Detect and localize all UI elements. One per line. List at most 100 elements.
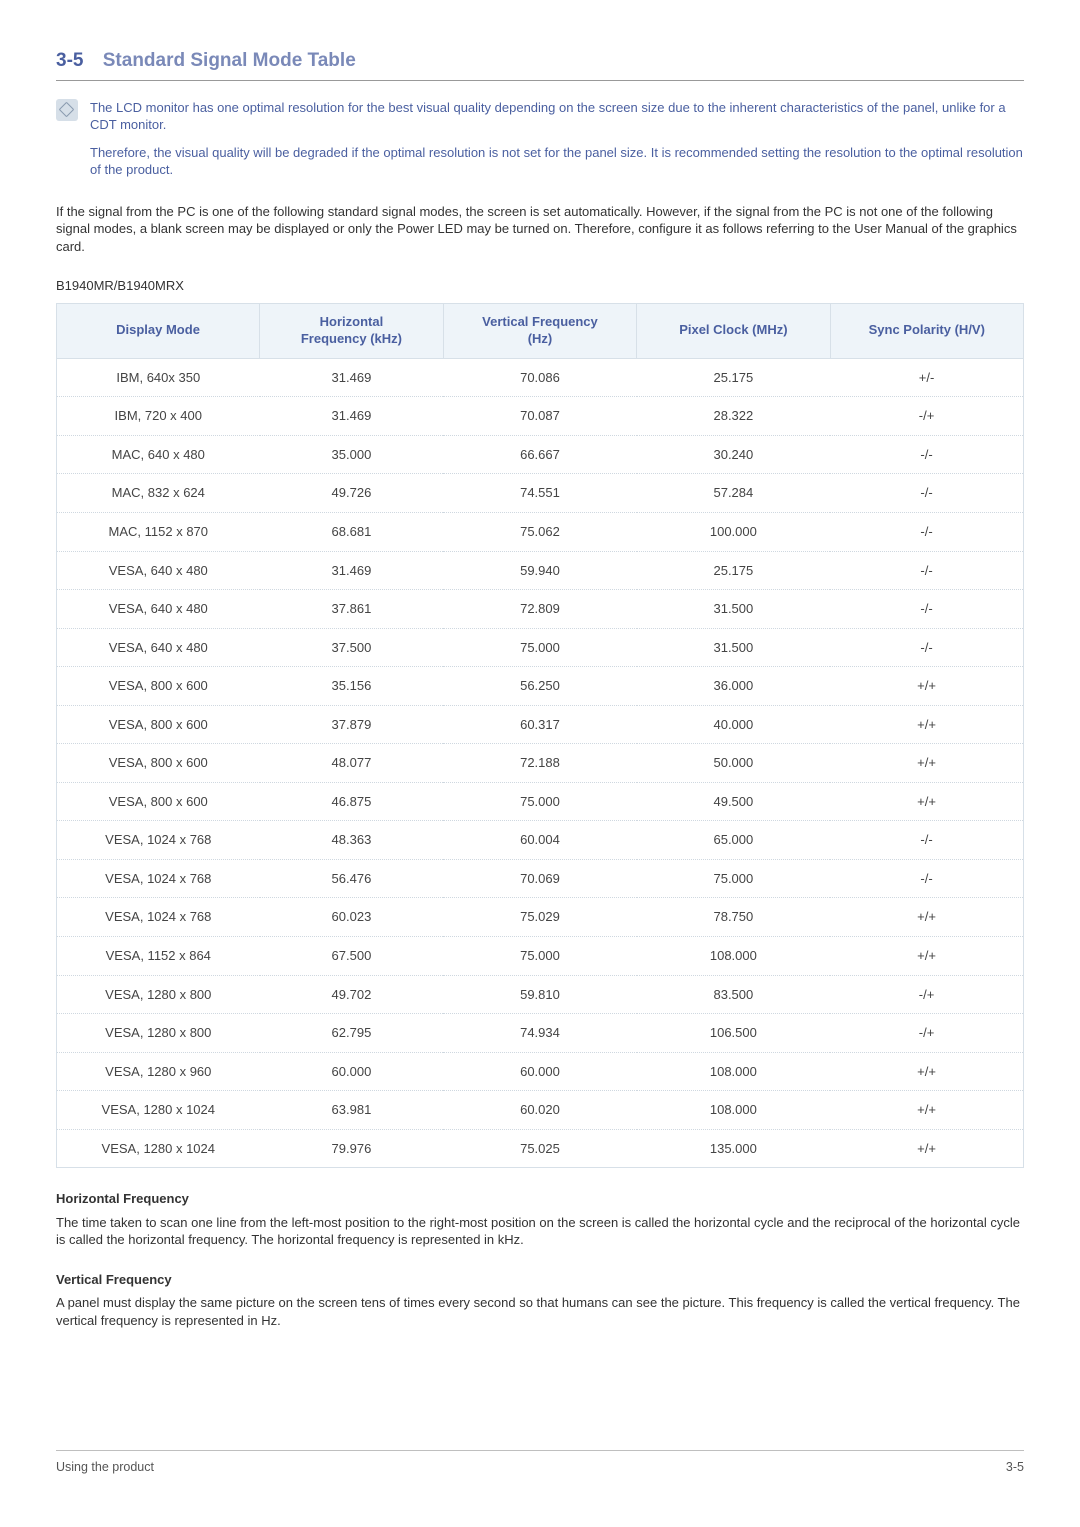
- table-row: MAC, 640 x 48035.00066.66730.240-/-: [57, 435, 1024, 474]
- cell-vfreq: 70.086: [443, 358, 636, 397]
- vfreq-body: A panel must display the same picture on…: [56, 1294, 1024, 1329]
- cell-display-mode: VESA, 1280 x 960: [57, 1052, 260, 1091]
- cell-hfreq: 67.500: [260, 937, 444, 976]
- table-header-row: Display Mode Horizontal Frequency (kHz) …: [57, 304, 1024, 359]
- cell-pixel-clock: 108.000: [637, 1091, 830, 1130]
- cell-sync: -/+: [830, 1014, 1023, 1053]
- cell-sync: +/+: [830, 898, 1023, 937]
- col-vertical-freq: Vertical Frequency (Hz): [443, 304, 636, 359]
- table-row: VESA, 1152 x 86467.50075.000108.000+/+: [57, 937, 1024, 976]
- cell-display-mode: VESA, 800 x 600: [57, 705, 260, 744]
- cell-sync: +/+: [830, 782, 1023, 821]
- table-row: VESA, 800 x 60048.07772.18850.000+/+: [57, 744, 1024, 783]
- cell-sync: -/-: [830, 590, 1023, 629]
- table-row: VESA, 800 x 60035.15656.25036.000+/+: [57, 667, 1024, 706]
- col-vfreq-l2: (Hz): [528, 331, 553, 346]
- cell-hfreq: 49.726: [260, 474, 444, 513]
- note-icon: [56, 99, 78, 121]
- col-hfreq-l2: Frequency (kHz): [301, 331, 402, 346]
- cell-hfreq: 31.469: [260, 397, 444, 436]
- cell-vfreq: 72.809: [443, 590, 636, 629]
- cell-hfreq: 63.981: [260, 1091, 444, 1130]
- cell-hfreq: 35.000: [260, 435, 444, 474]
- cell-hfreq: 35.156: [260, 667, 444, 706]
- cell-hfreq: 31.469: [260, 358, 444, 397]
- cell-vfreq: 59.810: [443, 975, 636, 1014]
- cell-display-mode: VESA, 1280 x 1024: [57, 1091, 260, 1130]
- col-pixel-clock: Pixel Clock (MHz): [637, 304, 830, 359]
- table-row: IBM, 640x 35031.46970.08625.175+/-: [57, 358, 1024, 397]
- cell-vfreq: 59.940: [443, 551, 636, 590]
- cell-pixel-clock: 31.500: [637, 590, 830, 629]
- cell-vfreq: 75.000: [443, 937, 636, 976]
- cell-display-mode: MAC, 1152 x 870: [57, 512, 260, 551]
- cell-pixel-clock: 100.000: [637, 512, 830, 551]
- table-row: IBM, 720 x 40031.46970.08728.322-/+: [57, 397, 1024, 436]
- cell-pixel-clock: 135.000: [637, 1129, 830, 1168]
- footer-right: 3-5: [1006, 1459, 1024, 1476]
- cell-display-mode: VESA, 1280 x 1024: [57, 1129, 260, 1168]
- cell-hfreq: 60.023: [260, 898, 444, 937]
- cell-display-mode: MAC, 640 x 480: [57, 435, 260, 474]
- cell-pixel-clock: 83.500: [637, 975, 830, 1014]
- cell-pixel-clock: 106.500: [637, 1014, 830, 1053]
- cell-sync: +/+: [830, 705, 1023, 744]
- cell-hfreq: 79.976: [260, 1129, 444, 1168]
- cell-vfreq: 75.029: [443, 898, 636, 937]
- cell-sync: -/-: [830, 821, 1023, 860]
- cell-sync: -/-: [830, 435, 1023, 474]
- cell-hfreq: 48.077: [260, 744, 444, 783]
- cell-display-mode: IBM, 640x 350: [57, 358, 260, 397]
- col-vfreq-l1: Vertical Frequency: [482, 314, 598, 329]
- section-heading: 3-5 Standard Signal Mode Table: [56, 48, 1024, 81]
- table-row: VESA, 1280 x 102463.98160.020108.000+/+: [57, 1091, 1024, 1130]
- table-row: VESA, 1280 x 80062.79574.934106.500-/+: [57, 1014, 1024, 1053]
- cell-pixel-clock: 36.000: [637, 667, 830, 706]
- table-row: VESA, 1280 x 96060.00060.000108.000+/+: [57, 1052, 1024, 1091]
- table-row: VESA, 1024 x 76848.36360.00465.000-/-: [57, 821, 1024, 860]
- table-row: VESA, 640 x 48037.86172.80931.500-/-: [57, 590, 1024, 629]
- cell-display-mode: VESA, 1152 x 864: [57, 937, 260, 976]
- cell-hfreq: 49.702: [260, 975, 444, 1014]
- cell-vfreq: 72.188: [443, 744, 636, 783]
- table-row: VESA, 1024 x 76856.47670.06975.000-/-: [57, 859, 1024, 898]
- table-row: VESA, 640 x 48031.46959.94025.175-/-: [57, 551, 1024, 590]
- cell-pixel-clock: 49.500: [637, 782, 830, 821]
- cell-sync: -/-: [830, 512, 1023, 551]
- cell-sync: +/-: [830, 358, 1023, 397]
- note-block: The LCD monitor has one optimal resoluti…: [56, 99, 1024, 189]
- cell-vfreq: 75.025: [443, 1129, 636, 1168]
- cell-pixel-clock: 75.000: [637, 859, 830, 898]
- note-paragraph-1: The LCD monitor has one optimal resoluti…: [90, 99, 1024, 134]
- cell-vfreq: 60.000: [443, 1052, 636, 1091]
- col-hfreq-l1: Horizontal: [320, 314, 384, 329]
- cell-hfreq: 37.861: [260, 590, 444, 629]
- page-footer: Using the product 3-5: [56, 1450, 1024, 1476]
- cell-vfreq: 66.667: [443, 435, 636, 474]
- cell-sync: -/-: [830, 628, 1023, 667]
- table-row: MAC, 1152 x 87068.68175.062100.000-/-: [57, 512, 1024, 551]
- cell-pixel-clock: 108.000: [637, 937, 830, 976]
- cell-display-mode: VESA, 1024 x 768: [57, 859, 260, 898]
- cell-sync: +/+: [830, 744, 1023, 783]
- cell-hfreq: 31.469: [260, 551, 444, 590]
- cell-sync: +/+: [830, 667, 1023, 706]
- cell-pixel-clock: 108.000: [637, 1052, 830, 1091]
- note-paragraph-2: Therefore, the visual quality will be de…: [90, 144, 1024, 179]
- vfreq-heading: Vertical Frequency: [56, 1271, 1024, 1289]
- cell-hfreq: 48.363: [260, 821, 444, 860]
- table-row: VESA, 1280 x 102479.97675.025135.000+/+: [57, 1129, 1024, 1168]
- cell-hfreq: 60.000: [260, 1052, 444, 1091]
- cell-hfreq: 62.795: [260, 1014, 444, 1053]
- signal-mode-table: Display Mode Horizontal Frequency (kHz) …: [56, 303, 1024, 1168]
- cell-display-mode: VESA, 640 x 480: [57, 590, 260, 629]
- table-row: VESA, 800 x 60046.87575.00049.500+/+: [57, 782, 1024, 821]
- cell-display-mode: VESA, 800 x 600: [57, 782, 260, 821]
- cell-hfreq: 68.681: [260, 512, 444, 551]
- cell-display-mode: VESA, 640 x 480: [57, 628, 260, 667]
- cell-display-mode: VESA, 1024 x 768: [57, 821, 260, 860]
- cell-display-mode: MAC, 832 x 624: [57, 474, 260, 513]
- section-title: Standard Signal Mode Table: [103, 50, 356, 71]
- cell-display-mode: VESA, 1024 x 768: [57, 898, 260, 937]
- cell-display-mode: VESA, 1280 x 800: [57, 1014, 260, 1053]
